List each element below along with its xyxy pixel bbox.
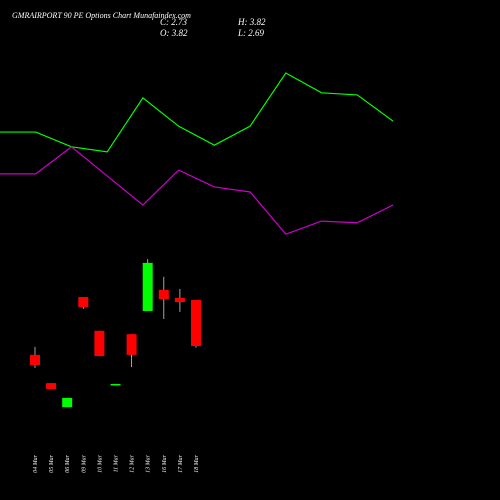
indicator-line — [0, 72, 394, 153]
x-tick-label: 16 Mar — [162, 454, 168, 472]
candle-body — [191, 300, 201, 346]
x-tick-label: 09 Mar — [81, 454, 87, 472]
chart-title: GMRAIRPORT 90 PE Options Chart Munafaind… — [12, 11, 191, 20]
x-tick-label: 12 Mar — [130, 454, 136, 472]
indicator-line — [0, 146, 394, 235]
candle-body — [142, 262, 153, 311]
x-tick-label: 05 Mar — [49, 454, 55, 472]
open-info: O: 3.82 — [160, 28, 188, 38]
candle-body — [30, 354, 40, 365]
candle-body — [62, 397, 73, 408]
x-tick-label: 13 Mar — [146, 454, 152, 472]
candle-body — [174, 297, 185, 303]
candle-body — [126, 334, 137, 355]
candle-body — [158, 289, 169, 300]
close-info: C: 2.73 — [160, 17, 188, 27]
candle-body — [94, 330, 105, 357]
high-info: H: 3.82 — [237, 17, 266, 27]
x-tick-label: 10 Mar — [97, 454, 103, 472]
x-tick-label: 17 Mar — [178, 454, 184, 472]
low-info: L: 2.69 — [237, 28, 265, 38]
x-tick-label: 06 Mar — [65, 454, 71, 472]
x-tick-label: 18 Mar — [194, 454, 200, 472]
candle-body — [78, 297, 89, 308]
candle-body — [110, 383, 121, 386]
x-tick-label: 11 Mar — [114, 454, 120, 472]
candle-body — [46, 383, 57, 390]
x-tick-label: 04 Mar — [32, 454, 39, 472]
